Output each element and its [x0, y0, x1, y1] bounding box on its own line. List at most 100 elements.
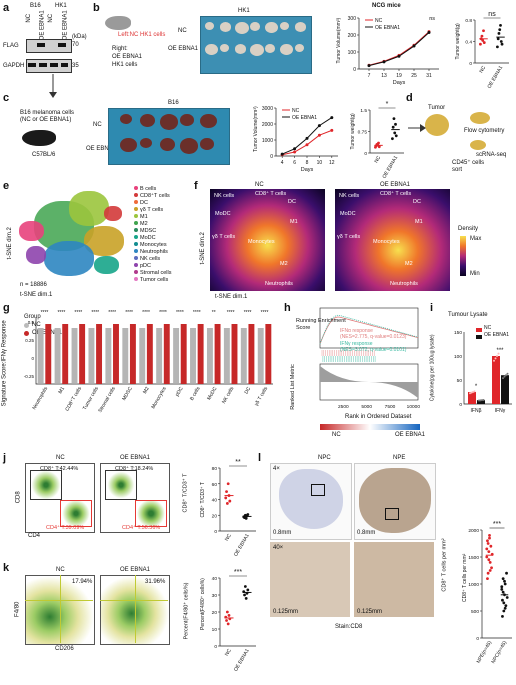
y-tick-label: 60 — [212, 482, 218, 488]
f-cluster-label: M2 — [280, 261, 288, 267]
y-tick-label: 0 — [270, 154, 273, 160]
panel-label-g: g — [3, 302, 10, 314]
data-point — [391, 125, 395, 129]
strip-oe — [62, 324, 69, 384]
panel-label-d: d — [406, 92, 413, 104]
y-axis-label: Tumor Volume(mm³) — [336, 18, 342, 64]
data-point — [226, 622, 230, 626]
a-hk1: HK1 — [55, 3, 67, 9]
strip-oe — [163, 324, 170, 384]
y-tick-label: 100 — [348, 50, 357, 56]
band-flag-2 — [58, 43, 66, 47]
k-yl: F4/80 — [14, 601, 21, 617]
x-tick-label: 4 — [281, 160, 284, 166]
density-colorbar — [460, 236, 466, 276]
chart-c-tumor-volume: 0 1000 2000 3000 4 6 8 10 12 Days Tumor Volume(mm³… — [253, 106, 338, 173]
a-kda: (kDa) — [72, 34, 87, 40]
legend-label: NC — [375, 18, 383, 24]
strip-nc — [156, 328, 163, 383]
e-ylabel: t-SNE dim.2 — [6, 227, 13, 260]
x-tick-label: OE EBNA1 — [487, 65, 505, 90]
legend-item: NK cells — [134, 256, 160, 262]
k-quadrant-oe-v — [135, 575, 136, 643]
i-legend-oe: OE EBNA1 — [484, 332, 510, 338]
tumor-b16 — [180, 114, 194, 126]
y-tick-label: 500 — [471, 609, 479, 615]
a-flag: FLAG — [3, 43, 19, 49]
g-legend-oe-swatch — [24, 331, 29, 336]
tumor-b16 — [160, 114, 179, 130]
data-point — [485, 547, 489, 551]
band-flag-1 — [37, 43, 45, 47]
x-tick-label: 6 — [293, 160, 296, 166]
legend-swatch — [134, 214, 138, 218]
j-nc: NC — [56, 455, 65, 461]
f-cluster-label: NK cells — [339, 193, 360, 199]
strip-nc — [37, 328, 44, 383]
data-point — [481, 39, 485, 42]
y-axis-label: CD8⁺ T cells per mm² — [462, 553, 468, 602]
legend-label: Monocytes — [140, 242, 167, 248]
strip-nc — [54, 328, 61, 383]
strip-nc — [105, 328, 112, 383]
tumor-hk1 — [280, 22, 289, 30]
b-hk1: HK1 cells — [112, 62, 138, 68]
x-axis-label: Days — [393, 80, 406, 86]
y-tick-label: 100 — [454, 354, 462, 360]
sig-mark: ** — [212, 310, 216, 316]
d-flow: Flow cytometry — [464, 128, 505, 134]
g-legend-nc-swatch — [24, 323, 29, 328]
data-point — [225, 619, 228, 622]
data-point — [394, 134, 398, 138]
strip-nc — [206, 328, 213, 383]
data-point — [478, 399, 480, 402]
sig-mark: **** — [125, 310, 133, 316]
y-tick-label: 0 — [353, 67, 356, 73]
legend-item: Neutrophils — [134, 249, 168, 255]
sig-mark: *** — [234, 569, 242, 576]
f-nc: NC — [255, 182, 264, 188]
y-tick-label: 0.8 — [465, 18, 472, 24]
x-tick-label: pDC — [174, 386, 184, 398]
axis — [35, 318, 273, 385]
strip-oe — [113, 324, 119, 384]
f-cluster-label: Monocytes — [373, 239, 400, 245]
chart-k-f480: 0 10 20 30 40 NC OE EBNA1 *** Percent(F4/80⁺ cel… — [200, 569, 256, 673]
strip-nc — [223, 328, 230, 383]
panel-label-i: i — [430, 302, 434, 314]
y-tick-label: 0 — [469, 61, 472, 67]
sig-mark: * — [475, 384, 478, 390]
y-tick-label: 0.5 — [28, 320, 35, 325]
legend-label: M2 — [140, 221, 148, 227]
legend-item: MDSC — [134, 228, 156, 234]
data-point — [499, 40, 503, 43]
l-npe: NPE — [393, 455, 406, 461]
tumor-hk1 — [220, 22, 232, 32]
data-point — [505, 596, 509, 599]
a-m70: 70 — [72, 42, 79, 48]
x-tick-label: γδ T cells — [254, 386, 270, 408]
sig-mark: **** — [193, 310, 201, 316]
j-gate-cd4-oe — [135, 500, 167, 527]
j-gate-cd8-nc — [30, 470, 62, 500]
data-point — [496, 37, 500, 41]
strip-oe — [248, 324, 255, 384]
strip-oe — [214, 324, 221, 384]
k-xl: CD206 — [55, 646, 74, 652]
data-point — [496, 45, 499, 49]
data-point — [226, 482, 230, 486]
legend-label: MDSC — [140, 228, 157, 234]
x-tick-label: 31 — [426, 73, 432, 79]
legend-label: NC — [292, 108, 300, 114]
f-cluster-label: γδ T cells — [337, 234, 361, 240]
legend-label: Tumor cells — [140, 277, 169, 283]
j-g1: CD8⁺ T:42.44% — [40, 466, 79, 472]
strip-nc — [88, 328, 95, 383]
i-legend-nc-swatch — [476, 328, 482, 332]
y-tick-label: 40 — [212, 498, 218, 504]
tumor-illustration — [425, 114, 449, 136]
data-point — [397, 54, 401, 58]
ns-mark: ns — [429, 16, 435, 22]
tumor-hk1 — [265, 44, 276, 53]
legend-label: pDC — [140, 263, 152, 269]
